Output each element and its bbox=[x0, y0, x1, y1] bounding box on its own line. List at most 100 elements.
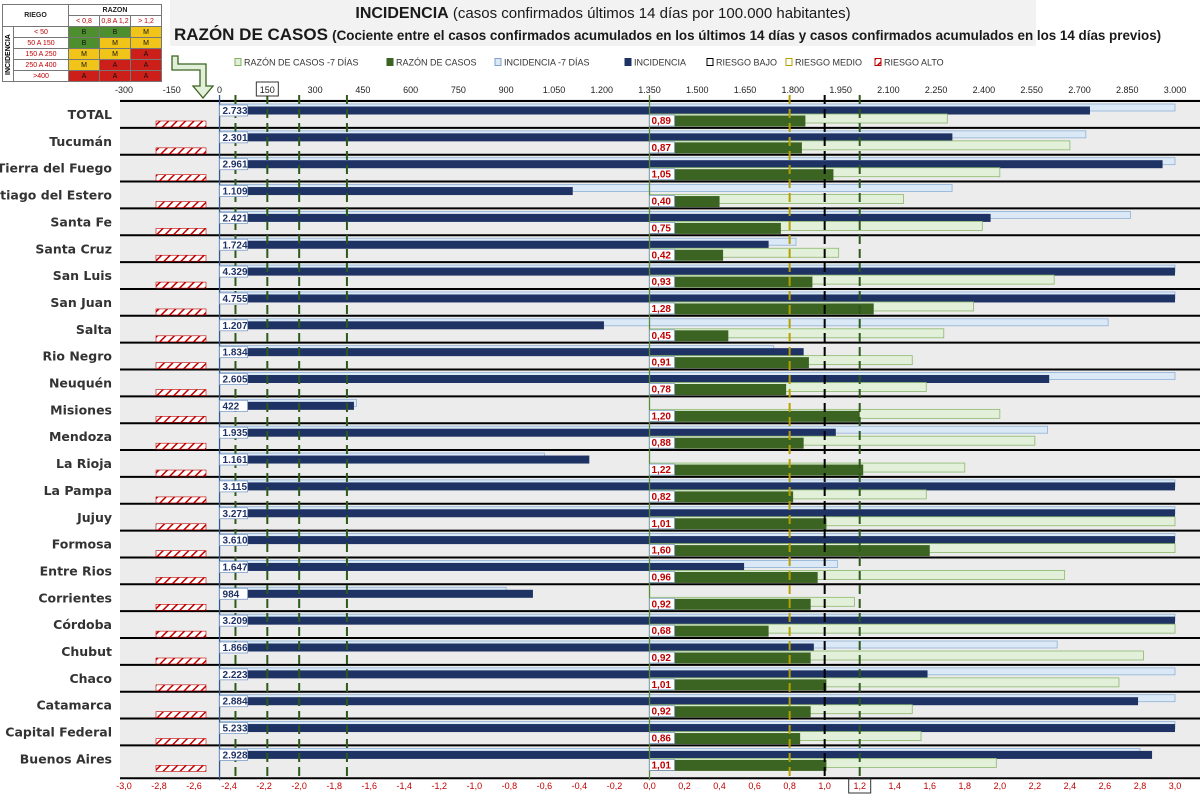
razon-label-box bbox=[649, 544, 675, 556]
razon-level: > 1,2 bbox=[130, 15, 162, 27]
legend-item: INCIDENCIA bbox=[634, 58, 686, 68]
province-label: Corrientes bbox=[38, 590, 112, 605]
incidencia-bar bbox=[219, 240, 769, 249]
razon-value: 0,86 bbox=[652, 734, 672, 745]
title-incidencia-desc: (casos confirmados últimos 14 días por 1… bbox=[452, 5, 851, 22]
incidencia-bar bbox=[219, 348, 804, 357]
incidencia-value: 422 bbox=[223, 401, 240, 412]
razon-value: 1,22 bbox=[652, 465, 672, 476]
incidencia-value: 3.271 bbox=[223, 509, 248, 520]
razon-label-box bbox=[649, 571, 675, 583]
razon-bar bbox=[649, 652, 811, 664]
incidencia-label-box bbox=[219, 507, 248, 520]
risk-cell: B bbox=[68, 37, 100, 49]
incidencia-bar bbox=[219, 375, 1050, 383]
bottom-axis-tick: 1,2 bbox=[853, 781, 866, 791]
razon-bar bbox=[649, 357, 809, 369]
province-label: Formosa bbox=[52, 537, 112, 552]
razon-bar bbox=[649, 169, 834, 181]
bottom-axis-tick: 1,6 bbox=[924, 781, 937, 791]
bottom-axis-tick: 1,4 bbox=[888, 781, 901, 791]
incidencia-value: 3.115 bbox=[223, 482, 248, 493]
bottom-axis-tick: 1,0 bbox=[818, 781, 831, 791]
incidence-level: 50 A 150 bbox=[13, 37, 69, 49]
incidencia-bar bbox=[219, 213, 991, 222]
bottom-axis-tick: 0,2 bbox=[678, 781, 691, 791]
incidencia-value: 2.301 bbox=[223, 133, 248, 144]
top-axis-tick: -300 bbox=[115, 85, 133, 95]
top-axis-tick: 600 bbox=[403, 85, 418, 95]
razon-value: 0,40 bbox=[652, 197, 672, 208]
razon-value: 0,92 bbox=[652, 707, 672, 718]
riesgo-alto-marker bbox=[155, 174, 207, 181]
province-label: San Luis bbox=[53, 268, 112, 283]
riesgo-alto-marker bbox=[155, 335, 207, 343]
title-incidencia: INCIDENCIA bbox=[355, 5, 449, 22]
top-axis-tick: 1.500 bbox=[686, 85, 709, 95]
incidencia-value: 1.647 bbox=[223, 562, 248, 573]
razon-value: 1,01 bbox=[652, 680, 672, 691]
bottom-axis-tick: -2,8 bbox=[151, 781, 167, 791]
razon-label-box bbox=[649, 302, 675, 315]
incidencia-value: 2.605 bbox=[223, 375, 248, 386]
incidencia-value: 1.866 bbox=[223, 643, 248, 654]
razon-value: 1,20 bbox=[652, 411, 672, 422]
riesgo-alto-marker bbox=[155, 442, 207, 450]
razon-value: 0,68 bbox=[652, 626, 672, 637]
incidencia-label-box bbox=[219, 346, 248, 359]
razon-label-box bbox=[649, 463, 675, 476]
risk-cell: M bbox=[68, 59, 100, 71]
top-axis-tick: 1.350 bbox=[638, 85, 661, 95]
incidencia-bar bbox=[219, 616, 1175, 625]
riesgo-alto-marker bbox=[155, 254, 207, 262]
riesgo-alto-marker bbox=[155, 147, 207, 155]
riesgo-alto-marker bbox=[155, 765, 207, 772]
razon-bar bbox=[649, 437, 804, 449]
razon-label-box bbox=[649, 678, 675, 691]
incidencia-label-box bbox=[219, 480, 248, 493]
incidencia-bar bbox=[219, 106, 1090, 115]
bottom-tick-box bbox=[848, 778, 872, 794]
bottom-axis-tick: 0,8 bbox=[783, 781, 796, 791]
razon-bar bbox=[649, 196, 720, 208]
risk-cell: B bbox=[99, 26, 131, 38]
legend-swatch bbox=[706, 58, 714, 66]
razon-label-box bbox=[649, 168, 675, 181]
razon-bar bbox=[649, 706, 811, 718]
province-label: Entre Rios bbox=[40, 563, 112, 578]
incidencia-label-box bbox=[219, 534, 248, 546]
razon-level: 0,8 A 1,2 bbox=[99, 15, 131, 27]
incidencia-label-box bbox=[219, 185, 248, 197]
province-label: Capital Federal bbox=[5, 725, 112, 740]
title-razon: RAZÓN DE CASOS bbox=[174, 25, 328, 44]
incidencia-value: 1.935 bbox=[223, 428, 248, 439]
incidencia-label-box bbox=[219, 399, 248, 412]
title-razon-desc: (Cociente entre el casos confirmados acu… bbox=[332, 28, 1162, 43]
bottom-axis-tick: -1,2 bbox=[432, 781, 448, 791]
incidencia-bar bbox=[219, 294, 1175, 303]
razon-value: 0,92 bbox=[652, 599, 672, 610]
legend-swatch bbox=[234, 58, 242, 66]
incidence-level: 250 A 400 bbox=[13, 59, 69, 71]
incidencia-label-box bbox=[219, 695, 248, 708]
incidencia-label-box bbox=[219, 561, 248, 573]
bottom-axis-tick: -0,2 bbox=[607, 781, 623, 791]
riesgo-alto-marker bbox=[155, 738, 207, 745]
incidencia-bar bbox=[219, 643, 814, 652]
razon-value: 0,45 bbox=[652, 331, 672, 342]
top-axis-tick: 1.950 bbox=[829, 85, 852, 95]
incidencia-label-box bbox=[219, 749, 248, 761]
top-axis-tick: 1.650 bbox=[734, 85, 757, 95]
risk-cell: M bbox=[130, 37, 162, 49]
province-label: Misiones bbox=[50, 402, 112, 417]
bottom-axis-tick: 2,2 bbox=[1029, 781, 1042, 791]
incidencia-label-box bbox=[219, 319, 248, 332]
incidencia-bar bbox=[219, 187, 573, 196]
province-label: La Pampa bbox=[44, 483, 112, 498]
incidencia-bar bbox=[219, 267, 1175, 276]
razon-label-box bbox=[649, 597, 675, 610]
razon-bar bbox=[649, 115, 806, 127]
razon-bar bbox=[649, 249, 724, 261]
bottom-axis-tick: 2,8 bbox=[1134, 781, 1147, 791]
